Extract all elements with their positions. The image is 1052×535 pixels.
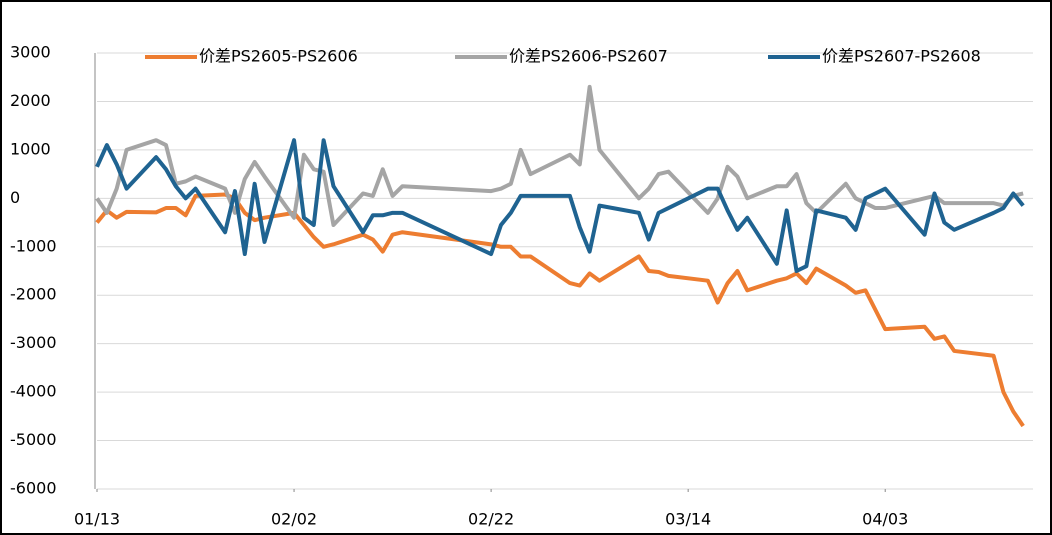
chart-frame [1, 1, 1051, 534]
y-tick-label: -5000 [10, 430, 57, 449]
x-tick-label: 01/13 [74, 510, 120, 529]
x-tick-label: 03/14 [665, 510, 711, 529]
y-tick-label: 1000 [10, 139, 51, 158]
x-tick-label: 02/22 [468, 510, 514, 529]
legend-label: 价差PS2606-PS2607 [509, 47, 668, 66]
y-tick-label: 2000 [10, 91, 51, 110]
x-tick-label: 02/02 [271, 510, 317, 529]
y-tick-label: -4000 [10, 382, 57, 401]
legend-label: 价差PS2605-PS2606 [199, 47, 358, 66]
x-tick-label: 04/03 [862, 510, 908, 529]
chart: -6000 -5000 -4000 -3000 -2000 -1000 0 1000 2000 3… [0, 0, 1052, 535]
y-tick-label: 3000 [10, 43, 51, 62]
y-tick-label: -1000 [10, 236, 57, 255]
legend-label: 价差PS2607-PS2608 [822, 47, 981, 66]
y-tick-label: 0 [10, 188, 20, 207]
y-tick-label: -6000 [10, 479, 57, 498]
y-tick-label: -3000 [10, 333, 57, 352]
y-tick-label: -2000 [10, 285, 57, 304]
